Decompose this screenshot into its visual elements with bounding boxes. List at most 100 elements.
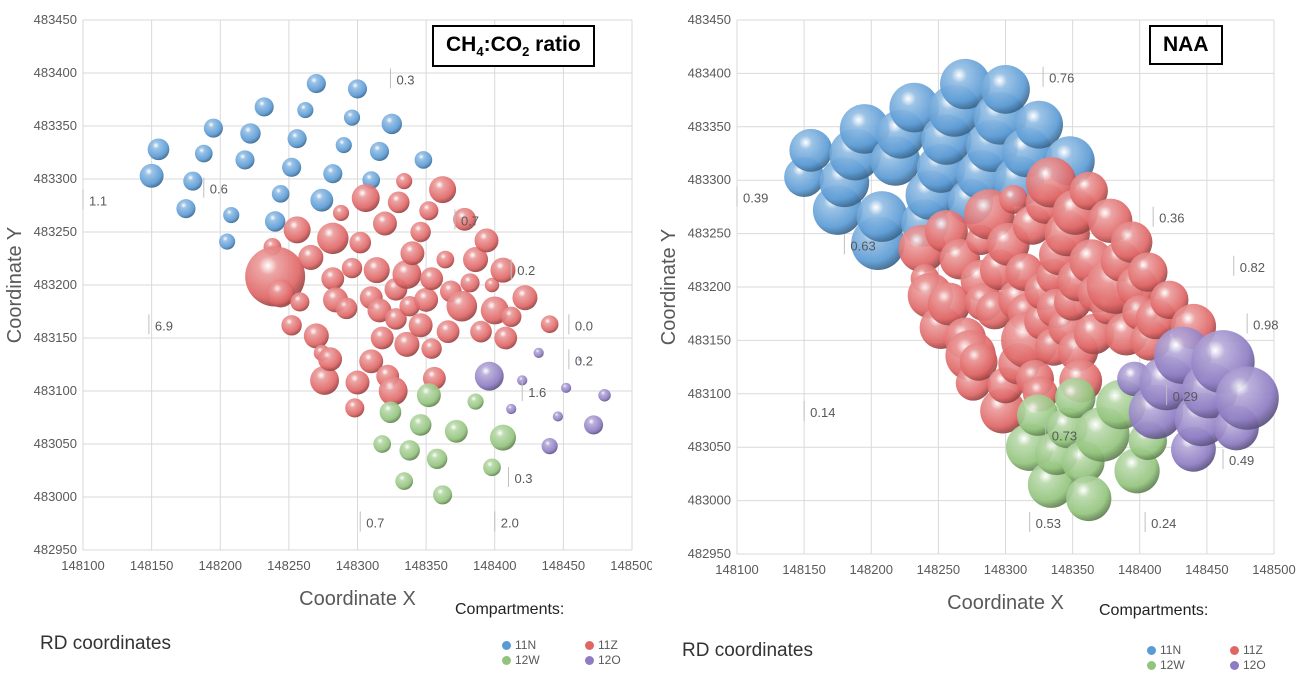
y-tick-label: 483300 <box>688 172 731 187</box>
legend-swatch <box>502 656 511 665</box>
bubble-11z <box>310 365 340 395</box>
bubble-11z <box>421 338 442 359</box>
bubble-11z <box>351 184 380 213</box>
bubble-11z <box>446 290 478 322</box>
data-label: 1.1 <box>89 193 107 208</box>
bubble-12w <box>467 393 484 410</box>
x-tick-label: 148500 <box>610 558 652 573</box>
bubble-11z <box>1110 221 1153 263</box>
x-tick-label: 148100 <box>715 562 758 577</box>
bubble-12w <box>416 383 441 408</box>
y-tick-label: 483000 <box>34 489 77 504</box>
bubble-11z <box>345 398 365 418</box>
bubble-11z <box>408 313 433 338</box>
bubbles <box>784 58 1279 522</box>
legend-swatch <box>1230 661 1239 670</box>
legend-item-12w: 12W <box>1147 658 1185 672</box>
x-tick-label: 148400 <box>473 558 516 573</box>
bubble-12w <box>395 472 414 490</box>
y-tick-label: 483200 <box>688 279 731 294</box>
bubble-11z <box>501 306 522 328</box>
bubble-11z <box>394 331 420 357</box>
bubble-11z <box>370 326 394 350</box>
bubble-12o <box>584 415 604 435</box>
bubble-11z <box>321 267 345 291</box>
bubble-11z <box>460 273 480 293</box>
bubble-11z <box>266 279 295 308</box>
y-tick-label: 483300 <box>34 171 77 186</box>
legend-item-12w: 12W <box>502 653 540 667</box>
bubble-11z <box>1069 171 1108 211</box>
x-tick-label: 148350 <box>404 558 447 573</box>
legend-title: Compartments: <box>1099 602 1209 619</box>
bubble-11z <box>345 370 370 395</box>
legend-item-11n: 11N <box>1147 643 1181 657</box>
bubble-11z <box>359 349 384 374</box>
bubble-12o <box>533 347 544 358</box>
x-tick-label: 148200 <box>850 562 893 577</box>
annotations: 1.1 0.3 0.6 0.7 0.2 6.9 0.0 0.2 1.6 0.3 0.7 2.0 <box>82 68 593 532</box>
bubble-11n <box>240 123 261 144</box>
bubble-12o <box>561 382 572 393</box>
bubble-11z <box>281 315 302 336</box>
bubble-11n <box>264 211 286 232</box>
legend-item-11z: 11Z <box>585 638 618 652</box>
legend-swatch <box>585 641 594 650</box>
x-tick-label: 148350 <box>1051 562 1094 577</box>
chart-title: NAA <box>1149 25 1223 65</box>
data-label: 0.2 <box>575 353 593 368</box>
bubbles <box>139 74 611 505</box>
y-axis-title: Coordinate Y <box>658 229 680 345</box>
bubble-11z <box>474 228 499 253</box>
bubble-12w <box>1066 475 1112 522</box>
legend-swatch <box>1147 646 1156 655</box>
bubble-11z <box>332 204 350 221</box>
bubble-11z <box>396 173 413 190</box>
data-label: 0.49 <box>1229 453 1254 468</box>
bubble-11z <box>494 326 518 350</box>
bubble-11n <box>369 141 390 161</box>
legend-label: 11N <box>515 638 537 652</box>
y-tick-label: 483000 <box>688 493 731 508</box>
chart-panel-ch4-co2: 148100 148150 148200 148250 148300 148350 1484… <box>0 0 652 675</box>
bubble-11z <box>1128 252 1168 292</box>
bubble-12w <box>409 414 432 436</box>
bubble-11z <box>453 207 476 231</box>
bubble-11z <box>512 285 538 311</box>
bubble-12w <box>433 485 453 505</box>
legend-label: 12W <box>515 653 540 667</box>
bubble-11n <box>219 233 236 250</box>
bubble-11z <box>470 320 492 343</box>
data-label: 2.0 <box>501 516 519 531</box>
bubble-11n <box>856 191 908 242</box>
bubble-11z <box>490 257 516 283</box>
legend-title: Compartments: <box>455 601 565 618</box>
y-tick-label: 483100 <box>34 383 77 398</box>
bubble-11z <box>436 250 455 269</box>
data-label: 0.76 <box>1049 71 1074 86</box>
bubble-12w <box>426 448 448 470</box>
bubble-12w <box>399 440 420 461</box>
bubble-chart-ch4-co2: 148100 148150 148200 148250 148300 148350 1484… <box>4 12 652 610</box>
bubble-12w <box>1055 377 1096 419</box>
data-label: 1.6 <box>528 385 546 400</box>
bubble-11z <box>290 292 310 312</box>
data-label: 0.3 <box>396 72 414 87</box>
bubble-11n <box>223 206 240 224</box>
legend-label: 12O <box>598 653 621 667</box>
bubble-11n <box>323 164 343 184</box>
bubble-11n <box>139 163 164 188</box>
bubble-11z <box>303 323 329 349</box>
x-tick-label: 148250 <box>917 562 960 577</box>
bubble-12w <box>444 419 468 443</box>
gridlines <box>82 19 633 551</box>
data-label: 0.3 <box>514 471 532 486</box>
data-label: 0.63 <box>850 238 875 253</box>
bubble-12o <box>1215 366 1279 430</box>
y-tick-label: 482950 <box>34 542 77 557</box>
bubble-12o <box>474 361 504 391</box>
bubble-11z <box>378 376 408 406</box>
bubble-11z <box>927 282 971 326</box>
chart-title: CH4:CO2 ratio <box>432 25 595 68</box>
legend-swatch <box>502 641 511 650</box>
